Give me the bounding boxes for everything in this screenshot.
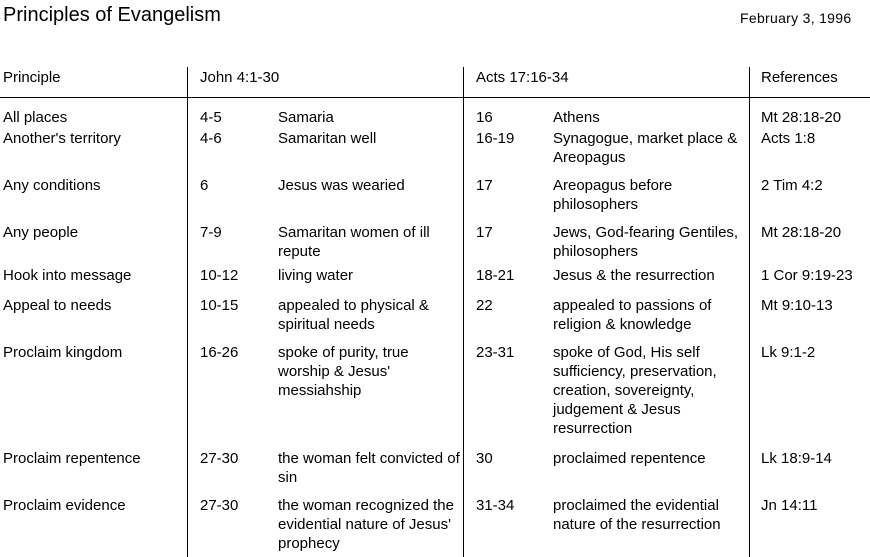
verses: 27-30 (200, 450, 239, 467)
verses: 16-19 (476, 130, 515, 147)
description: appealed to physical & spiritual needs (278, 297, 429, 333)
verses: 4-6 (200, 130, 222, 147)
description: spoke of purity, true worship & Jesus' m… (278, 344, 409, 399)
description: Synagogue, market place & Areopagus (553, 130, 738, 166)
principle: Proclaim kingdom (3, 344, 123, 361)
verses: 27-30 (200, 497, 239, 514)
column-rule (187, 67, 188, 557)
verses: 6 (200, 177, 209, 194)
description: Samaritan women of ill repute (278, 224, 430, 260)
description: proclaimed repentence (553, 450, 706, 467)
column-rule (463, 67, 464, 557)
verses: 23-31 (476, 344, 515, 361)
description: Samaritan well (278, 130, 377, 147)
principle: Appeal to needs (3, 297, 112, 314)
title: Principles of Evangelism (3, 4, 221, 26)
reference: 1 Cor 9:19-23 (761, 267, 853, 284)
reference: Mt 9:10-13 (761, 297, 833, 314)
reference: Mt 28:18-20 (761, 109, 842, 126)
verses: 30 (476, 450, 493, 467)
verses: 31-34 (476, 497, 515, 514)
verses: 16 (476, 109, 493, 126)
verses: 7-9 (200, 224, 222, 241)
verses: 18-21 (476, 267, 515, 284)
header-rule (0, 97, 870, 98)
principle: Any conditions (3, 177, 101, 194)
reference: Lk 18:9-14 (761, 450, 832, 467)
reference: 2 Tim 4:2 (761, 177, 823, 194)
description: Areopagus before philosophers (553, 177, 673, 213)
verses: 16-26 (200, 344, 239, 361)
description: Athens (553, 109, 600, 126)
reference: Jn 14:11 (761, 497, 818, 514)
column-header: Principle (3, 69, 61, 86)
description: Jesus & the resurrection (553, 267, 715, 284)
principle: Proclaim evidence (3, 497, 126, 514)
description: the woman recognized the evidential natu… (278, 497, 454, 552)
verses: 4-5 (200, 109, 222, 126)
description: Samaria (278, 109, 334, 126)
description: the woman felt convicted of sin (278, 450, 460, 486)
description: appealed to passions of religion & knowl… (553, 297, 712, 333)
column-header: References (761, 69, 838, 86)
principle: All places (3, 109, 68, 126)
reference: Acts 1:8 (761, 130, 816, 147)
verses: 22 (476, 297, 493, 314)
column-header: Acts 17:16-34 (476, 69, 569, 86)
description: proclaimed the evidential nature of the … (553, 497, 721, 533)
description: Jesus was wearied (278, 177, 405, 194)
verses: 10-12 (200, 267, 239, 284)
verses: 17 (476, 224, 493, 241)
date: February 3, 1996 (740, 10, 852, 26)
verses: 10-15 (200, 297, 239, 314)
reference: Lk 9:1-2 (761, 344, 816, 361)
reference: Mt 28:18-20 (761, 224, 842, 241)
description: Jews, God-fearing Gentiles, philosophers (553, 224, 739, 260)
verses: 17 (476, 177, 493, 194)
column-header: John 4:1-30 (200, 69, 280, 86)
description: spoke of God, His self sufficiency, pres… (553, 344, 717, 437)
principle: Another's territory (3, 130, 121, 147)
principle: Any people (3, 224, 79, 241)
column-rule (749, 67, 750, 557)
description: living water (278, 267, 354, 284)
principle: Hook into message (3, 267, 132, 284)
principle: Proclaim repentence (3, 450, 141, 467)
